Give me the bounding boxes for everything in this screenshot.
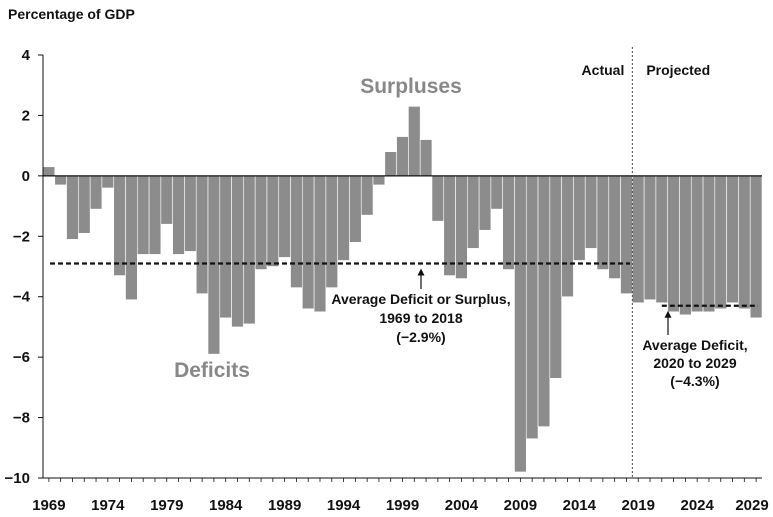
surpluses-label: Surpluses xyxy=(360,75,462,98)
bar-1978 xyxy=(148,175,162,255)
y-tick-label: −6 xyxy=(13,349,30,366)
actual-label: Actual xyxy=(582,62,625,78)
x-tick-label: 1999 xyxy=(386,497,419,514)
bar-1982 xyxy=(195,175,209,294)
bar-2022 xyxy=(667,175,680,313)
bar-2011 xyxy=(537,175,551,427)
bar-1996 xyxy=(360,175,374,216)
x-tick-label: 2019 xyxy=(622,497,655,514)
bar-1972 xyxy=(78,175,91,234)
bar-2006 xyxy=(478,175,492,231)
bar-2014 xyxy=(573,175,586,261)
bar-2009 xyxy=(514,175,527,473)
x-tick-label: 2029 xyxy=(735,497,768,514)
x-tick-label: 1989 xyxy=(268,497,301,514)
bar-1984 xyxy=(219,175,232,319)
bar-1977 xyxy=(137,175,150,255)
average-1-annotation-line: (−2.9%) xyxy=(396,329,445,345)
x-tick-label: 1994 xyxy=(327,497,361,514)
bar-1981 xyxy=(184,175,197,252)
bar-2012 xyxy=(549,175,562,379)
annotations-group: Actual Projected Surpluses Deficits Average … xyxy=(50,47,758,478)
bar-2025 xyxy=(702,175,716,313)
x-tick-label: 2024 xyxy=(680,497,714,514)
bar-1989 xyxy=(278,175,291,258)
bar-1999 xyxy=(396,136,409,177)
bar-1973 xyxy=(89,175,103,210)
y-tick-label: −2 xyxy=(13,228,30,245)
bar-1988 xyxy=(266,175,280,267)
bar-1991 xyxy=(302,175,315,310)
average-arrow-1-head xyxy=(417,268,425,276)
bar-1995 xyxy=(349,175,362,243)
bar-2026 xyxy=(714,175,727,310)
average-1-annotation-line: Average Deficit or Surplus, xyxy=(331,291,510,307)
bar-2016 xyxy=(596,175,610,270)
bar-2000 xyxy=(408,106,421,177)
average-2-annotation-line: (−4.3%) xyxy=(670,373,719,389)
bar-1987 xyxy=(254,175,268,270)
x-tick-label: 1984 xyxy=(209,497,243,514)
bar-2008 xyxy=(502,175,515,270)
bar-2024 xyxy=(690,175,704,313)
y-tick-label: 0 xyxy=(22,168,30,185)
x-tick-label: 2014 xyxy=(563,497,597,514)
bar-2023 xyxy=(679,175,692,316)
average-1-annotation-line: 1969 to 2018 xyxy=(379,310,462,326)
bar-2027 xyxy=(726,175,739,304)
y-tick-label: 4 xyxy=(22,47,31,64)
bar-2028 xyxy=(738,175,751,310)
bar-1983 xyxy=(207,175,221,355)
bar-2002 xyxy=(431,175,445,222)
average-2-annotation-line: Average Deficit, xyxy=(642,337,747,353)
bar-1970 xyxy=(54,175,67,186)
bar-1986 xyxy=(243,175,256,325)
y-tick-label: −8 xyxy=(13,410,30,427)
bar-1976 xyxy=(125,175,138,301)
bar-2005 xyxy=(467,175,480,249)
bar-2015 xyxy=(584,175,598,249)
bar-1985 xyxy=(231,175,244,328)
y-tick-label: −4 xyxy=(13,289,31,306)
bar-1969 xyxy=(42,166,56,177)
bar-1998 xyxy=(384,151,397,177)
y-axis-title: Percentage of GDP xyxy=(8,6,135,22)
bar-1990 xyxy=(290,175,303,288)
bar-1980 xyxy=(172,175,185,255)
bar-1992 xyxy=(313,175,327,313)
bar-2020 xyxy=(643,175,657,301)
bar-2007 xyxy=(490,175,503,210)
deficits-label: Deficits xyxy=(174,359,250,382)
average-2-annotation-line: 2020 to 2029 xyxy=(653,355,736,371)
bar-2003 xyxy=(443,175,456,276)
bar-1975 xyxy=(113,175,126,276)
bar-2013 xyxy=(561,175,574,298)
x-tick-label: 1979 xyxy=(150,497,183,514)
x-tick-label: 2004 xyxy=(445,497,479,514)
bar-2019 xyxy=(632,175,645,304)
y-tick-label: 2 xyxy=(22,107,30,124)
bar-1994 xyxy=(337,175,350,261)
bar-2010 xyxy=(525,175,539,440)
x-tick-label: 2009 xyxy=(504,497,537,514)
bar-2018 xyxy=(620,175,633,294)
x-tick-label: 1974 xyxy=(91,497,125,514)
bar-1979 xyxy=(160,175,173,225)
average-arrow-2-head xyxy=(664,310,672,318)
bar-2001 xyxy=(419,139,433,177)
bar-2021 xyxy=(655,175,669,304)
bar-1993 xyxy=(325,175,338,288)
x-tick-label: 1969 xyxy=(32,497,65,514)
bars-group xyxy=(42,106,763,473)
y-tick-label: −10 xyxy=(5,470,30,487)
projected-label: Projected xyxy=(646,62,710,78)
bar-1974 xyxy=(101,175,115,189)
bar-1997 xyxy=(372,175,386,186)
bar-2029 xyxy=(749,175,763,319)
bar-1971 xyxy=(66,175,79,240)
